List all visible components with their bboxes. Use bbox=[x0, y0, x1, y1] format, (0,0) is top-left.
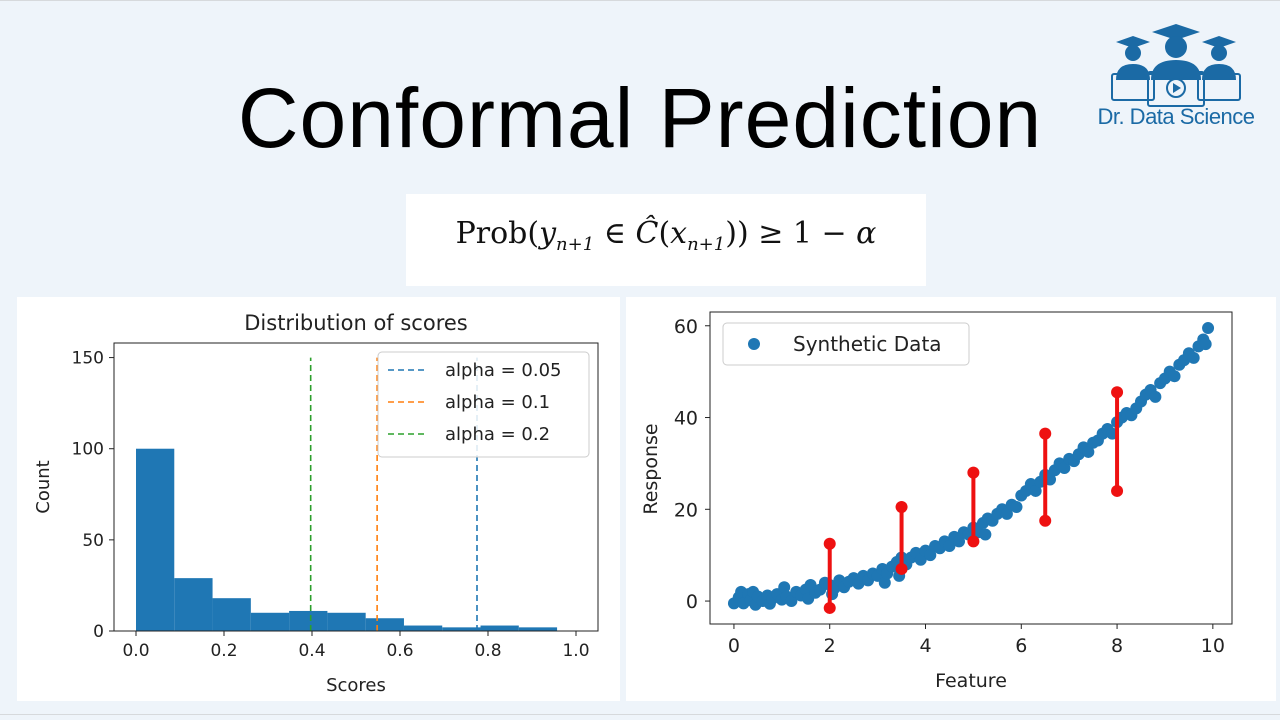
x-tick-label: 1.0 bbox=[562, 641, 589, 661]
data-point bbox=[953, 535, 966, 548]
legend-marker bbox=[748, 338, 760, 350]
scatter-chart: 0 2 4 6 8 10 0 20 40 60 Feature Response Synthet… bbox=[640, 311, 1233, 692]
histogram-bar bbox=[174, 578, 213, 631]
histogram-bar bbox=[518, 627, 558, 631]
data-point bbox=[1029, 484, 1042, 497]
data-point bbox=[1082, 445, 1095, 458]
histogram-panel: Distribution of scores 0.0 0.2 0.4 0.6 0.8 1.… bbox=[17, 297, 620, 701]
interval-high-marker bbox=[895, 501, 908, 513]
data-point bbox=[785, 595, 798, 608]
data-point bbox=[924, 549, 937, 562]
y-tick-label: 20 bbox=[674, 499, 698, 521]
x-tick-label: 6 bbox=[1015, 635, 1027, 657]
chart-title: Distribution of scores bbox=[244, 311, 467, 335]
x-tick-label: 0.8 bbox=[474, 641, 501, 661]
logo-text: Dr. Data Science bbox=[1097, 104, 1255, 129]
interval-high-marker bbox=[967, 466, 980, 479]
data-point bbox=[778, 581, 791, 594]
interval-low-marker bbox=[967, 535, 980, 548]
x-tick-label: 10 bbox=[1201, 635, 1225, 657]
histogram-bar bbox=[212, 598, 251, 631]
data-point bbox=[1187, 351, 1200, 364]
histogram-chart: Distribution of scores 0.0 0.2 0.4 0.6 0.8 1.… bbox=[33, 311, 599, 696]
y-axis-label: Count bbox=[33, 460, 54, 513]
coverage-formula: Prob(yn+1 ∈ Ĉ(xn+1)) ≥ 1 − α bbox=[455, 216, 877, 255]
legend-label: alpha = 0.05 bbox=[445, 360, 562, 381]
interval-high-marker bbox=[1111, 386, 1124, 399]
y-tick-label: 100 bbox=[72, 440, 104, 460]
x-tick-label: 0.0 bbox=[122, 641, 149, 661]
formula-member: ∈ bbox=[603, 216, 626, 251]
x-tick-label: 0.6 bbox=[386, 641, 413, 661]
histogram-bar bbox=[136, 448, 175, 631]
interval-high-marker bbox=[1039, 427, 1052, 440]
page-title: Conformal Prediction bbox=[237, 71, 1043, 165]
x-tick-label: 8 bbox=[1111, 635, 1123, 657]
interval-low-marker bbox=[823, 601, 836, 614]
interval-high-marker bbox=[823, 537, 836, 550]
formula-ge: ≥ 1 − bbox=[758, 216, 847, 251]
interval-low-marker bbox=[895, 562, 908, 575]
histogram-bar bbox=[250, 612, 290, 631]
histogram-bar bbox=[403, 625, 443, 631]
formula-box: Prob(yn+1 ∈ Ĉ(xn+1)) ≥ 1 − α bbox=[406, 194, 926, 286]
formula-c-hat: Ĉ bbox=[635, 216, 659, 251]
y-tick-label: 40 bbox=[674, 408, 698, 430]
data-point bbox=[1202, 322, 1215, 335]
plot-frame bbox=[709, 311, 1233, 625]
formula-x-sub: n+1 bbox=[687, 234, 726, 255]
data-point bbox=[1000, 507, 1013, 520]
x-axis-label: Feature bbox=[935, 670, 1007, 692]
x-tick-label: 0 bbox=[728, 635, 740, 657]
y-tick-label: 0 bbox=[686, 591, 698, 613]
y-tick-label: 60 bbox=[674, 316, 698, 338]
graduates-laptop-icon bbox=[1111, 24, 1241, 107]
data-point bbox=[979, 528, 992, 541]
histogram-bar bbox=[442, 627, 481, 631]
x-tick-label: 0.2 bbox=[210, 641, 237, 661]
scatter-panel: 0 2 4 6 8 10 0 20 40 60 Feature Response Synthet… bbox=[626, 297, 1276, 701]
top-border bbox=[0, 0, 1280, 1]
formula-prob: Prob bbox=[455, 216, 528, 251]
interval-low-marker bbox=[1111, 484, 1124, 497]
data-point bbox=[1058, 462, 1071, 474]
formula-y: y bbox=[539, 216, 557, 251]
histogram-bar bbox=[480, 625, 519, 631]
formula-alpha: α bbox=[856, 216, 877, 251]
histogram-bar bbox=[327, 612, 366, 631]
histogram-bar bbox=[289, 610, 328, 631]
legend-box bbox=[377, 351, 590, 458]
legend-label: alpha = 0.1 bbox=[445, 392, 550, 413]
x-tick-label: 0.4 bbox=[298, 641, 325, 661]
y-tick-label: 0 bbox=[93, 622, 104, 642]
data-point bbox=[1010, 501, 1023, 513]
legend-label: alpha = 0.2 bbox=[445, 424, 550, 445]
y-axis-label: Response bbox=[640, 423, 662, 514]
data-point bbox=[1199, 338, 1212, 351]
formula-y-sub: n+1 bbox=[556, 234, 595, 255]
y-tick-label: 150 bbox=[72, 349, 104, 369]
x-tick-label: 2 bbox=[824, 635, 836, 657]
y-tick-label: 50 bbox=[82, 531, 104, 551]
data-point bbox=[914, 553, 927, 566]
legend-label: Synthetic Data bbox=[793, 332, 942, 356]
formula-x: x bbox=[670, 216, 688, 251]
bottom-border bbox=[0, 714, 1280, 715]
plot-frame bbox=[113, 342, 599, 632]
histogram-bar bbox=[365, 618, 404, 631]
data-point bbox=[943, 540, 956, 552]
data-point bbox=[1149, 390, 1162, 403]
legend-box bbox=[722, 322, 970, 366]
data-point bbox=[878, 576, 891, 589]
interval-low-marker bbox=[1039, 514, 1052, 527]
x-tick-label: 4 bbox=[919, 635, 931, 657]
data-point bbox=[1168, 370, 1181, 383]
x-axis-label: Scores bbox=[326, 675, 386, 696]
